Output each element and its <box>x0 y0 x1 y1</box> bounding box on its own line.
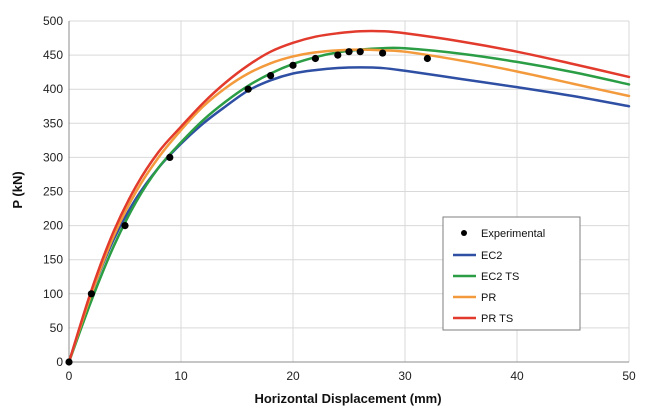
experimental-points <box>65 48 431 366</box>
legend-label-ec2-ts: EC2 TS <box>481 271 519 283</box>
y-tick-label-50: 50 <box>50 321 64 335</box>
legend-label-pr-ts: PR TS <box>481 313 513 325</box>
series-lines <box>67 29 631 364</box>
y-tick-label-150: 150 <box>43 253 63 267</box>
experimental-point-12 <box>423 54 431 63</box>
series-line-ec2-ts <box>67 46 631 364</box>
experimental-point-9 <box>345 48 353 56</box>
x-tick-label-40: 40 <box>510 369 524 383</box>
tick-labels: 0 50 100 150 200 250 300 350 400 450 500 0 10 20 30 40 5… <box>43 14 636 383</box>
legend-label-experimental: Experimental <box>481 228 545 240</box>
series-line-ec2 <box>67 66 631 364</box>
x-tick-label-50: 50 <box>622 369 636 383</box>
experimental-point-10 <box>356 48 364 56</box>
y-tick-label-350: 350 <box>43 116 63 130</box>
legend-label-pr: PR <box>481 292 496 304</box>
axes <box>68 21 629 363</box>
x-tick-label-10: 10 <box>174 369 188 383</box>
experimental-point-8 <box>334 51 342 59</box>
x-axis-title: Horizontal Displacement (mm) <box>254 391 441 406</box>
experimental-point-5 <box>267 71 275 80</box>
experimental-point-6 <box>289 61 297 69</box>
y-tick-label-200: 200 <box>43 219 63 233</box>
experimental-point-7 <box>311 54 319 63</box>
x-tick-label-0: 0 <box>66 369 73 383</box>
experimental-point-2 <box>121 222 129 230</box>
experimental-point-0 <box>65 358 73 366</box>
y-tick-label-100: 100 <box>43 287 63 301</box>
y-tick-label-450: 450 <box>43 48 63 62</box>
y-tick-label-250: 250 <box>43 185 63 199</box>
y-tick-label-0: 0 <box>56 355 63 369</box>
series-line-pr <box>67 48 631 364</box>
experimental-point-11 <box>379 49 387 57</box>
legend: Experimental EC2 EC2 TS PR PR TS <box>442 216 581 331</box>
y-tick-label-300: 300 <box>43 150 63 164</box>
y-axis-title: P (kN) <box>10 171 25 208</box>
x-tick-label-20: 20 <box>286 369 300 383</box>
legend-marker-experimental <box>461 230 467 236</box>
series-line-pr-ts <box>67 29 631 364</box>
experimental-point-3 <box>166 153 174 161</box>
legend-label-ec2: EC2 <box>481 250 502 262</box>
legend-box <box>442 216 581 331</box>
y-tick-label-400: 400 <box>43 82 63 96</box>
experimental-point-1 <box>87 290 95 298</box>
y-tick-label-500: 500 <box>43 14 63 28</box>
experimental-point-4 <box>244 85 252 93</box>
x-tick-label-30: 30 <box>398 369 412 383</box>
